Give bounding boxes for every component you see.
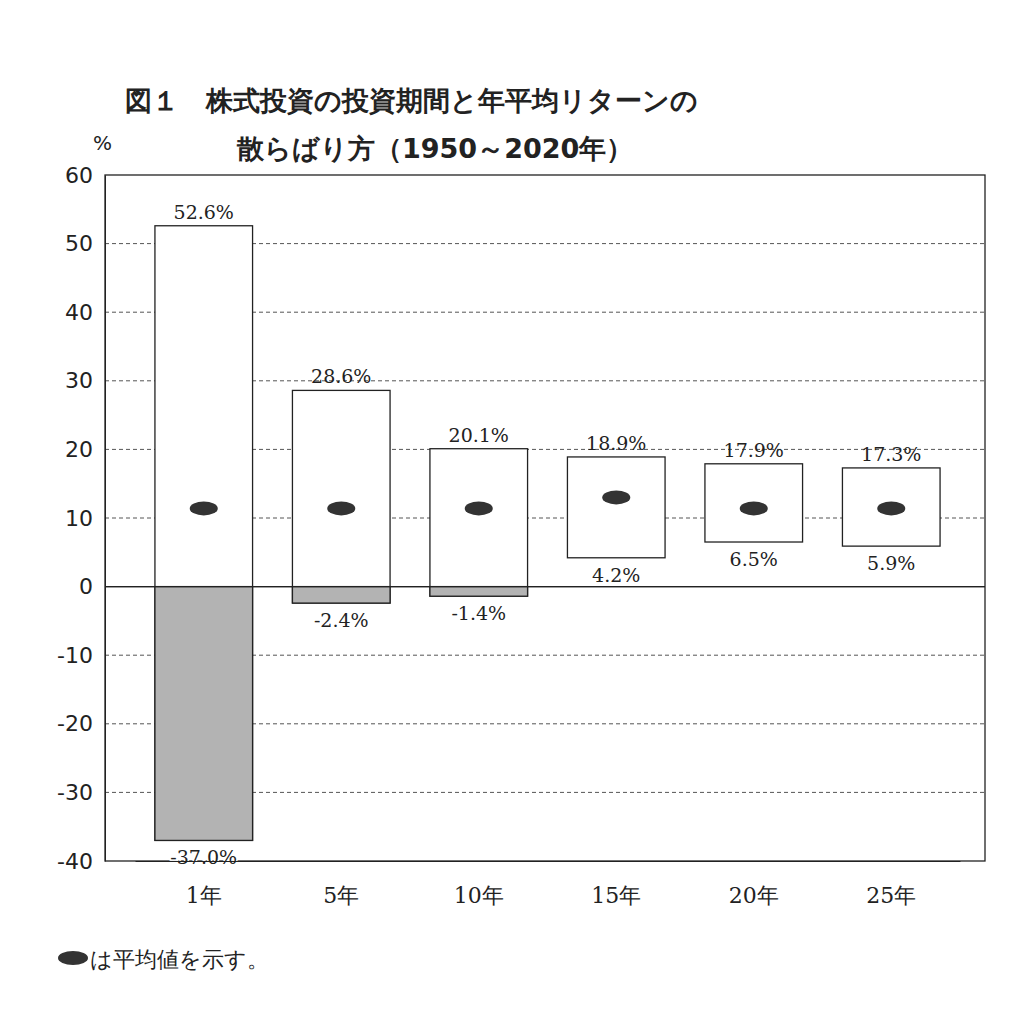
x-axis: 1年 5年 10年 15年 20年 25年 bbox=[136, 861, 961, 908]
negative-bar bbox=[430, 587, 528, 597]
y-tick-label: 20 bbox=[65, 437, 93, 462]
negative-bar bbox=[155, 587, 253, 841]
data-label: 52.6% bbox=[174, 201, 234, 223]
negative-bar bbox=[292, 587, 390, 603]
data-label: 20.1% bbox=[449, 424, 509, 446]
mean-marker bbox=[327, 501, 355, 515]
y-tick-label: 50 bbox=[65, 231, 93, 256]
x-tick-label: 25年 bbox=[866, 883, 916, 908]
means bbox=[190, 490, 906, 515]
plot-frame bbox=[105, 175, 985, 861]
range-bar bbox=[292, 390, 390, 603]
y-tick-label: 10 bbox=[65, 506, 93, 531]
x-tick: 10年 bbox=[454, 861, 504, 908]
x-tick: 20年 bbox=[729, 861, 779, 908]
y-tick-label: -10 bbox=[57, 643, 93, 668]
bars bbox=[155, 226, 940, 841]
y-tick: 20 bbox=[65, 437, 105, 462]
y-axis-line bbox=[105, 176, 106, 862]
y-tick: 60 bbox=[65, 163, 105, 188]
y-tick: 50 bbox=[65, 231, 105, 256]
x-tick-label: 1年 bbox=[186, 883, 222, 908]
data-label: 4.2% bbox=[592, 564, 640, 586]
y-tick: -20 bbox=[57, 711, 105, 736]
y-axis: -40 -30 -20 -10 0 10 20 30 40 50 60 bbox=[57, 163, 105, 874]
mean-marker bbox=[740, 501, 768, 515]
mean-marker bbox=[190, 501, 218, 515]
y-tick-label: 0 bbox=[79, 574, 93, 599]
chart: 図１ 株式投資の投資期間と年平均リターンの散らばり方（1950～2020年）% 5… bbox=[0, 0, 1024, 1017]
data-labels: 52.6% -37.0% 28.6% -2.4% 20.1% -1.4% 18.9% 4.2%… bbox=[170, 201, 921, 869]
mean-marker bbox=[877, 501, 905, 515]
data-label: 17.3% bbox=[861, 443, 921, 465]
mean-marker bbox=[465, 501, 493, 515]
data-label: 28.6% bbox=[311, 365, 371, 387]
data-label: -37.0% bbox=[170, 846, 237, 868]
y-tick: 10 bbox=[65, 506, 105, 531]
y-tick: 40 bbox=[65, 300, 105, 325]
y-tick: -10 bbox=[57, 643, 105, 668]
data-label: 5.9% bbox=[867, 552, 915, 574]
data-label: -1.4% bbox=[451, 602, 506, 624]
range-bar bbox=[155, 226, 253, 841]
x-tick-label: 15年 bbox=[591, 883, 641, 908]
subtitle: 散らばり方（1950～2020年） bbox=[236, 133, 633, 164]
range-bar bbox=[567, 457, 665, 558]
title: 図１ 株式投資の投資期間と年平均リターンの bbox=[125, 85, 698, 116]
y-tick: 30 bbox=[65, 368, 105, 393]
x-tick-label: 20年 bbox=[729, 883, 779, 908]
range-bar bbox=[842, 468, 940, 546]
y-axis-label: % bbox=[93, 131, 112, 155]
y-tick-label: 40 bbox=[65, 300, 93, 325]
legend-marker bbox=[58, 951, 88, 965]
data-label: -2.4% bbox=[314, 609, 369, 631]
y-tick: -40 bbox=[57, 849, 105, 874]
data-label: 6.5% bbox=[730, 548, 778, 570]
y-tick-label: -30 bbox=[57, 780, 93, 805]
zero-line bbox=[105, 586, 985, 587]
legend-note: は平均値を示す。 bbox=[90, 947, 269, 972]
mean-marker bbox=[602, 490, 630, 504]
range-bar bbox=[430, 449, 528, 596]
x-tick: 15年 bbox=[591, 861, 641, 908]
data-label: 18.9% bbox=[586, 432, 646, 454]
y-tick-label: 60 bbox=[65, 163, 93, 188]
x-tick: 25年 bbox=[866, 861, 916, 908]
y-tick: 0 bbox=[79, 574, 105, 599]
x-tick: 1年 bbox=[186, 861, 222, 908]
legend: は平均値を示す。 bbox=[58, 947, 269, 972]
data-label: 17.9% bbox=[724, 439, 784, 461]
y-tick-label: -40 bbox=[57, 849, 93, 874]
y-tick-label: 30 bbox=[65, 368, 93, 393]
zero-line bbox=[105, 586, 985, 587]
x-tick-label: 5年 bbox=[323, 883, 359, 908]
y-tick: -30 bbox=[57, 780, 105, 805]
y-tick-label: -20 bbox=[57, 711, 93, 736]
x-tick-label: 10年 bbox=[454, 883, 504, 908]
x-tick: 5年 bbox=[323, 861, 359, 908]
range-bar bbox=[705, 464, 803, 542]
x-axis-line bbox=[136, 861, 961, 862]
